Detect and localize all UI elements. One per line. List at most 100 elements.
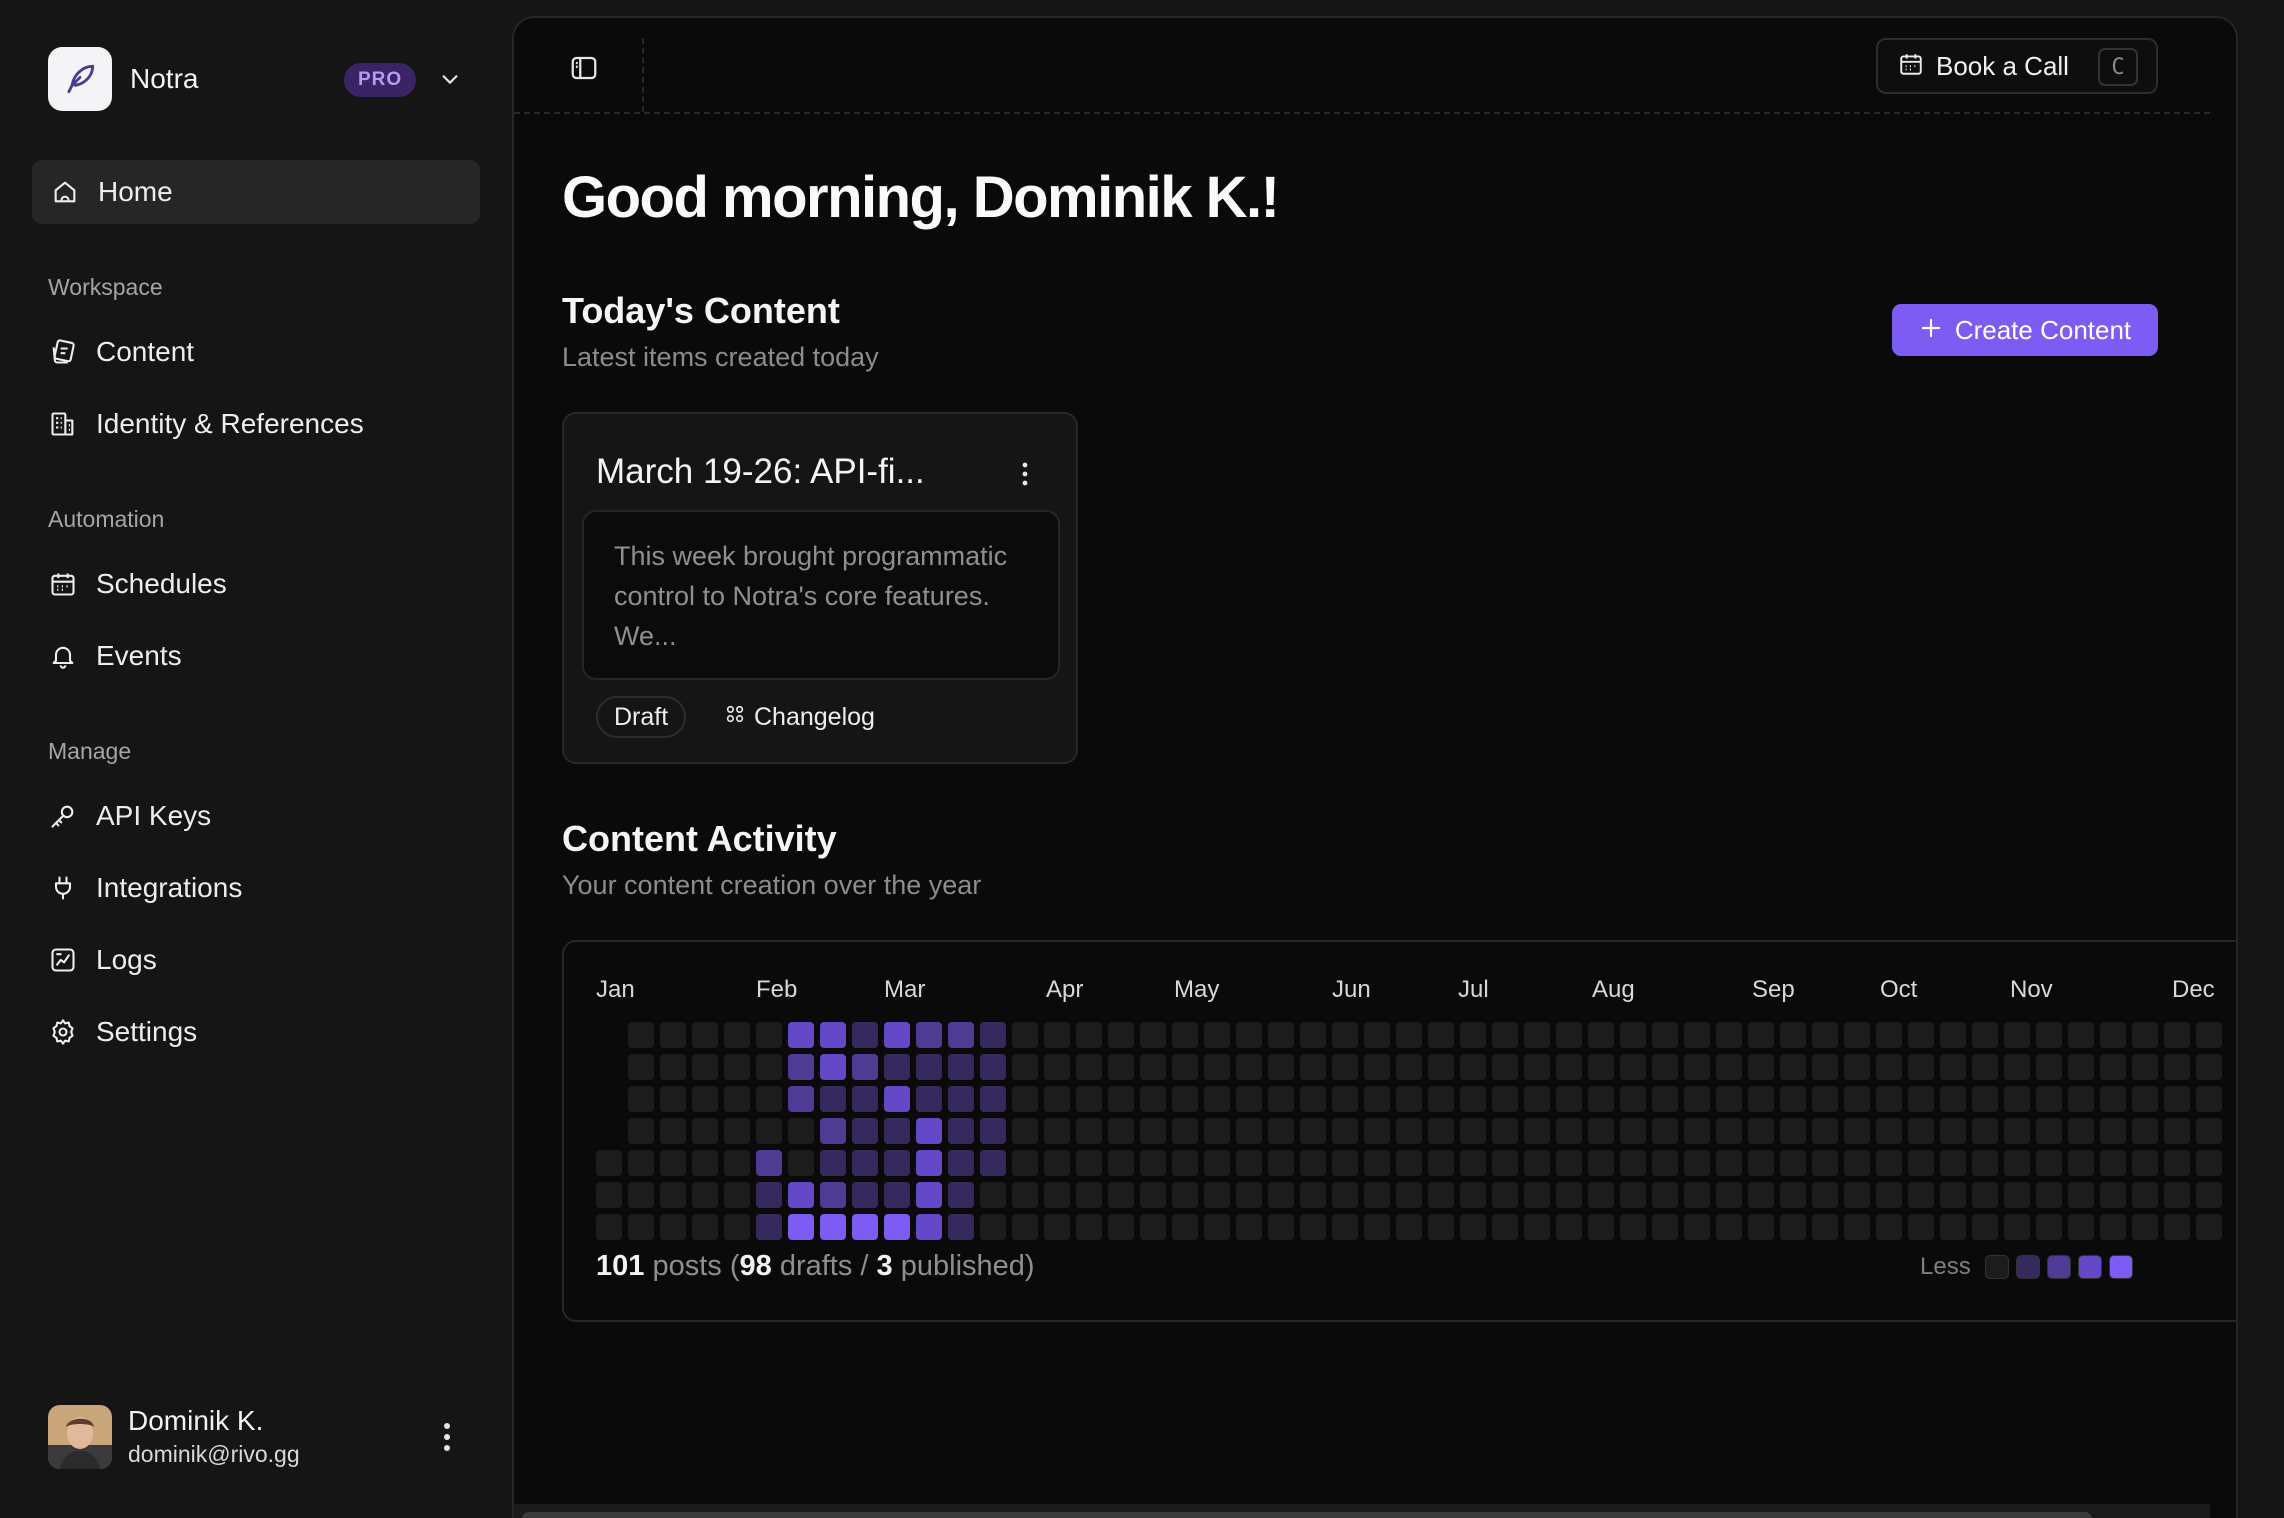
heatmap-cell[interactable] — [884, 1150, 910, 1176]
more-vertical-icon[interactable] — [432, 1419, 462, 1455]
sidebar-item-identity-references[interactable]: Identity & References — [32, 396, 480, 452]
heatmap-cell[interactable] — [1012, 1086, 1038, 1112]
heatmap-cell[interactable] — [2132, 1118, 2158, 1144]
heatmap-cell[interactable] — [1876, 1086, 1902, 1112]
heatmap-cell[interactable] — [2100, 1214, 2126, 1240]
heatmap-cell[interactable] — [1044, 1182, 1070, 1208]
heatmap-cell[interactable] — [1972, 1214, 1998, 1240]
heatmap-cell[interactable] — [1684, 1054, 1710, 1080]
heatmap-cell[interactable] — [1908, 1118, 1934, 1144]
heatmap-cell[interactable] — [1460, 1214, 1486, 1240]
heatmap-cell[interactable] — [1044, 1214, 1070, 1240]
heatmap-cell[interactable] — [1940, 1214, 1966, 1240]
heatmap-cell[interactable] — [852, 1086, 878, 1112]
heatmap-cell[interactable] — [1972, 1086, 1998, 1112]
heatmap-cell[interactable] — [1140, 1022, 1166, 1048]
heatmap-cell[interactable] — [660, 1086, 686, 1112]
heatmap-cell[interactable] — [1876, 1214, 1902, 1240]
heatmap-cell[interactable] — [2068, 1150, 2094, 1176]
heatmap-cell[interactable] — [2196, 1150, 2222, 1176]
heatmap-cell[interactable] — [884, 1054, 910, 1080]
heatmap-cell[interactable] — [2196, 1118, 2222, 1144]
heatmap-cell[interactable] — [1332, 1150, 1358, 1176]
heatmap-cell[interactable] — [948, 1054, 974, 1080]
heatmap-cell[interactable] — [660, 1118, 686, 1144]
heatmap-cell[interactable] — [2100, 1118, 2126, 1144]
heatmap-cell[interactable] — [1556, 1118, 1582, 1144]
heatmap-cell[interactable] — [1844, 1086, 1870, 1112]
heatmap-cell[interactable] — [2036, 1150, 2062, 1176]
heatmap-cell[interactable] — [948, 1214, 974, 1240]
heatmap-cell[interactable] — [1140, 1214, 1166, 1240]
heatmap-cell[interactable] — [1076, 1086, 1102, 1112]
heatmap-cell[interactable] — [692, 1118, 718, 1144]
heatmap-cell[interactable] — [1108, 1054, 1134, 1080]
heatmap-cell[interactable] — [1588, 1182, 1614, 1208]
heatmap-cell[interactable] — [1492, 1214, 1518, 1240]
heatmap-cell[interactable] — [1236, 1182, 1262, 1208]
heatmap-cell[interactable] — [2196, 1022, 2222, 1048]
heatmap-cell[interactable] — [1172, 1150, 1198, 1176]
scrollbar-thumb[interactable] — [522, 1512, 2092, 1518]
heatmap-cell[interactable] — [2004, 1182, 2030, 1208]
sidebar-item-integrations[interactable]: Integrations — [32, 860, 480, 916]
heatmap-cell[interactable] — [1300, 1118, 1326, 1144]
workspace-switcher[interactable]: Notra PRO — [48, 47, 470, 111]
heatmap-cell[interactable] — [1204, 1118, 1230, 1144]
heatmap-cell[interactable] — [884, 1022, 910, 1048]
heatmap-cell[interactable] — [2196, 1054, 2222, 1080]
heatmap-cell[interactable] — [1236, 1086, 1262, 1112]
heatmap-cell[interactable] — [1940, 1022, 1966, 1048]
heatmap-cell[interactable] — [852, 1118, 878, 1144]
heatmap-cell[interactable] — [948, 1022, 974, 1048]
heatmap-cell[interactable] — [1428, 1150, 1454, 1176]
heatmap-cell[interactable] — [1396, 1118, 1422, 1144]
heatmap-cell[interactable] — [1524, 1086, 1550, 1112]
heatmap-cell[interactable] — [1620, 1150, 1646, 1176]
heatmap-cell[interactable] — [1140, 1150, 1166, 1176]
heatmap-cell[interactable] — [2132, 1150, 2158, 1176]
heatmap-cell[interactable] — [1300, 1086, 1326, 1112]
heatmap-cell[interactable] — [724, 1054, 750, 1080]
heatmap-cell[interactable] — [1620, 1054, 1646, 1080]
heatmap-cell[interactable] — [1684, 1214, 1710, 1240]
heatmap-cell[interactable] — [980, 1214, 1006, 1240]
heatmap-cell[interactable] — [1972, 1150, 1998, 1176]
heatmap-cell[interactable] — [1716, 1086, 1742, 1112]
heatmap-cell[interactable] — [1876, 1022, 1902, 1048]
heatmap-cell[interactable] — [1652, 1182, 1678, 1208]
sidebar-item-content[interactable]: Content — [32, 324, 480, 380]
heatmap-cell[interactable] — [1012, 1022, 1038, 1048]
heatmap-cell[interactable] — [1588, 1054, 1614, 1080]
heatmap-cell[interactable] — [628, 1022, 654, 1048]
heatmap-cell[interactable] — [2100, 1150, 2126, 1176]
heatmap-cell[interactable] — [1748, 1182, 1774, 1208]
heatmap-cell[interactable] — [852, 1054, 878, 1080]
heatmap-cell[interactable] — [2036, 1214, 2062, 1240]
heatmap-cell[interactable] — [1588, 1118, 1614, 1144]
heatmap-cell[interactable] — [2100, 1054, 2126, 1080]
heatmap-cell[interactable] — [1844, 1214, 1870, 1240]
heatmap-cell[interactable] — [2196, 1182, 2222, 1208]
heatmap-cell[interactable] — [1524, 1022, 1550, 1048]
heatmap-cell[interactable] — [1812, 1182, 1838, 1208]
heatmap-cell[interactable] — [724, 1150, 750, 1176]
heatmap-cell[interactable] — [1236, 1022, 1262, 1048]
heatmap-cell[interactable] — [1940, 1054, 1966, 1080]
heatmap-cell[interactable] — [1748, 1118, 1774, 1144]
heatmap-cell[interactable] — [1172, 1054, 1198, 1080]
heatmap-cell[interactable] — [660, 1150, 686, 1176]
heatmap-cell[interactable] — [1332, 1214, 1358, 1240]
heatmap-cell[interactable] — [1332, 1054, 1358, 1080]
heatmap-cell[interactable] — [1268, 1214, 1294, 1240]
heatmap-cell[interactable] — [916, 1118, 942, 1144]
heatmap-cell[interactable] — [1268, 1182, 1294, 1208]
heatmap-cell[interactable] — [1044, 1054, 1070, 1080]
user-menu[interactable]: Dominik K. dominik@rivo.gg — [48, 1405, 478, 1471]
heatmap-cell[interactable] — [788, 1054, 814, 1080]
heatmap-cell[interactable] — [2132, 1022, 2158, 1048]
heatmap-cell[interactable] — [1812, 1150, 1838, 1176]
heatmap-cell[interactable] — [1396, 1086, 1422, 1112]
heatmap-cell[interactable] — [1524, 1214, 1550, 1240]
heatmap-cell[interactable] — [1748, 1150, 1774, 1176]
